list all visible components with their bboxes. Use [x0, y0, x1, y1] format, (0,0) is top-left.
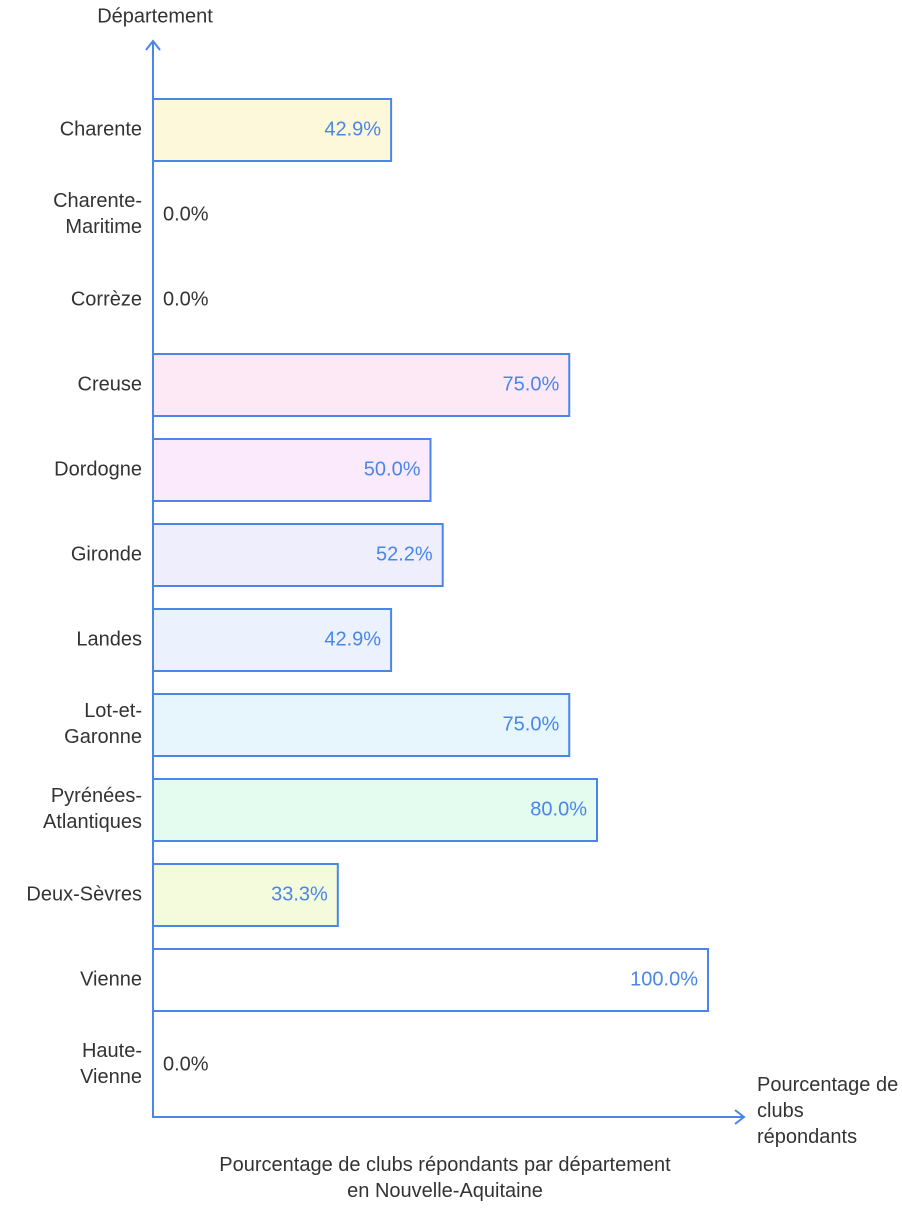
- bar: [152, 523, 444, 587]
- value-label: 33.3%: [271, 883, 328, 905]
- bar: [152, 778, 598, 842]
- y-axis-label: Département: [97, 5, 213, 27]
- bar: [152, 98, 393, 162]
- category-label: Lot-et-Garonne: [64, 700, 142, 748]
- value-label: 0.0%: [163, 288, 209, 310]
- category-label: Landes: [76, 628, 142, 650]
- category-label: Gironde: [71, 543, 142, 565]
- value-label: 0.0%: [163, 203, 209, 225]
- value-label: 100.0%: [630, 968, 698, 990]
- value-label: 42.9%: [324, 118, 381, 140]
- chart-title: Pourcentage de clubs répondants par dépa…: [219, 1154, 671, 1202]
- value-label: 75.0%: [503, 373, 560, 395]
- value-label: 80.0%: [530, 798, 587, 820]
- category-label: Pyrénées-Atlantiques: [43, 785, 142, 833]
- x-axis-arrow: [734, 1109, 746, 1125]
- x-axis-label: Pourcentage de clubs répondants: [757, 1074, 899, 1148]
- bar: [152, 693, 571, 757]
- category-label: Charente-Maritime: [53, 190, 142, 238]
- value-label: 50.0%: [364, 458, 421, 480]
- bar: [152, 948, 709, 1012]
- category-label: Vienne: [80, 968, 142, 990]
- y-axis-arrow: [145, 39, 161, 51]
- value-label: 42.9%: [324, 628, 381, 650]
- title-box: Pourcentage de clubs répondants par dépa…: [219, 1154, 671, 1202]
- category-label: Haute-Vienne: [80, 1040, 142, 1088]
- bar: [152, 863, 339, 927]
- bar: [152, 608, 393, 672]
- x-axis-label-box: Pourcentage de clubs répondants: [757, 1074, 899, 1148]
- value-label: 0.0%: [163, 1053, 209, 1075]
- bar: [152, 353, 571, 417]
- category-label: Creuse: [78, 373, 142, 395]
- category-label: Charente: [60, 118, 142, 140]
- value-label: 75.0%: [503, 713, 560, 735]
- category-label: Deux-Sèvres: [26, 883, 142, 905]
- value-label: 52.2%: [376, 543, 433, 565]
- category-label: Corrèze: [71, 288, 142, 310]
- bar: [152, 438, 432, 502]
- category-label: Dordogne: [54, 458, 142, 480]
